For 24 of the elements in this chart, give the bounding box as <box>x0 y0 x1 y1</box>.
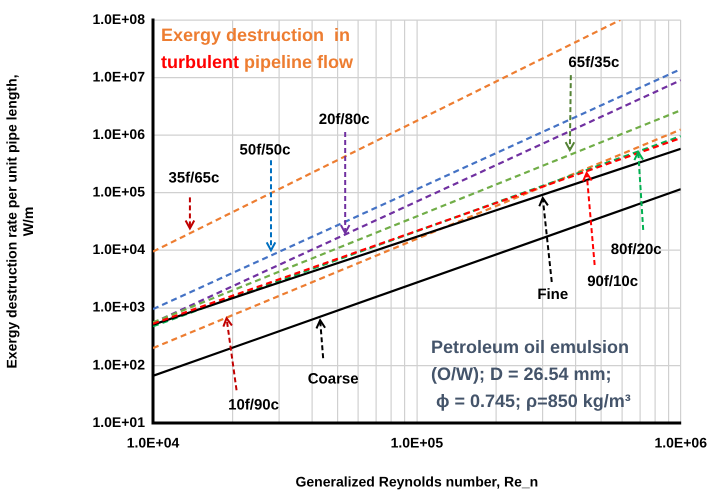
y-tick-label: 1.0E+05 <box>92 184 146 200</box>
y-tick-label: 1.0E+03 <box>92 298 146 315</box>
chart-title: Exergy destruction in turbulent pipeline flow <box>161 24 353 72</box>
annotation: 90f/10c <box>587 273 638 290</box>
y-tick-label: 1.0E+07 <box>92 68 146 84</box>
x-tick-label: 1.0E+06 <box>654 434 708 450</box>
y-tick-label: 1.0E+01 <box>92 414 146 430</box>
annotation: 50f/50c <box>240 141 290 158</box>
annotation: Fine <box>537 286 568 304</box>
annotation: Coarse <box>308 370 359 388</box>
y-tick-label: 1.0E+02 <box>92 356 146 372</box>
annotation: Petroleum oil emulsion (O/W); D = 26.54 mm; ϕ = 0.745; ρ=850 kg/m³ <box>431 336 631 411</box>
annotation: 20f/80c <box>318 111 370 128</box>
x-tick-label: 1.0E+05 <box>390 434 444 450</box>
annotation: 80f/20c <box>610 241 662 258</box>
annotation: 65f/35c <box>568 54 620 72</box>
y-tick-label: 1.0E+08 <box>92 10 146 27</box>
x-axis-title: Generalized Reynolds number, Re_n <box>295 473 538 490</box>
y-tick-label: 1.0E+04 <box>92 241 146 258</box>
x-tick-label: 1.0E+04 <box>126 434 180 450</box>
y-tick-label: 1.0E+06 <box>92 126 146 142</box>
annotation: 35f/65c <box>168 170 220 187</box>
y-axis-title: Exergy destruction rate per unit pipe length, W/m <box>3 74 36 369</box>
annotation: 10f/90c <box>228 396 279 414</box>
